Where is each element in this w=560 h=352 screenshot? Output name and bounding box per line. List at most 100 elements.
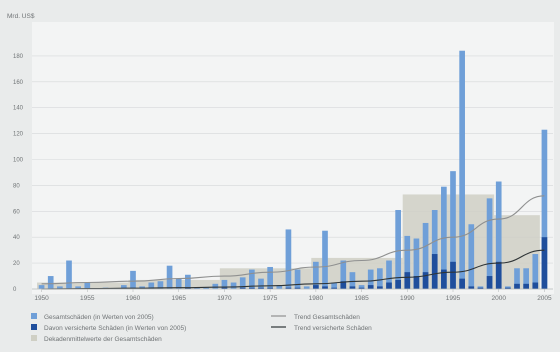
- bar-insured: [404, 272, 411, 289]
- bar-insured: [239, 287, 246, 289]
- bar-total: [148, 282, 155, 289]
- x-tick-label: 2000: [491, 295, 506, 302]
- x-tick-label: 1960: [126, 295, 141, 302]
- y-tick-label: 100: [13, 158, 24, 164]
- bar-insured: [514, 283, 520, 289]
- bar-insured: [267, 287, 273, 289]
- legend-swatch-decade: [31, 335, 37, 341]
- gridlines: [32, 55, 553, 290]
- bar-insured: [413, 276, 420, 289]
- bar-insured: [285, 287, 292, 289]
- bar-total: [203, 287, 209, 289]
- bar-insured: [185, 287, 191, 289]
- trend-lines: [41, 195, 545, 290]
- bar-insured: [541, 237, 548, 289]
- bar-insured: [459, 278, 465, 289]
- bar-total: [175, 278, 182, 289]
- legend-label-decade: Dekadenmittelwerte der Gesamtschäden: [44, 336, 162, 343]
- bar-insured: [386, 282, 392, 289]
- x-tick-label: 1980: [309, 295, 324, 302]
- bar-total: [523, 268, 529, 289]
- bar-total: [367, 269, 374, 289]
- legend-label-total: Gesamtschäden (in Werten von 2005): [44, 314, 154, 321]
- bar-total: [258, 278, 264, 289]
- x-tick-label: 1985: [354, 295, 369, 302]
- bar-total: [377, 268, 383, 289]
- bar-insured: [495, 261, 502, 289]
- bar-total: [267, 266, 273, 289]
- bar-total: [194, 287, 200, 289]
- bar-total: [47, 276, 54, 289]
- bar-total: [84, 282, 91, 289]
- bar-total: [157, 281, 164, 289]
- legend-label-trend-total: Trend Gesamtschäden: [294, 314, 360, 321]
- bar-insured: [441, 269, 447, 289]
- bar-total: [450, 171, 456, 289]
- bar-total: [358, 285, 365, 289]
- bar-total: [285, 229, 292, 289]
- bar-total: [532, 254, 539, 289]
- bar-total: [294, 269, 301, 289]
- bar-total: [276, 285, 283, 289]
- bar-total: [221, 279, 228, 289]
- bar-insured: [358, 287, 365, 289]
- bar-total: [239, 277, 246, 289]
- legend-label-trend-insured: Trend versicherte Schäden: [294, 325, 372, 332]
- legend-swatch-total: [31, 313, 37, 319]
- y-tick-label: 120: [13, 132, 24, 138]
- x-tick-label: 1990: [400, 295, 415, 302]
- y-tick-label: 60: [13, 209, 20, 215]
- x-tick-label: 1965: [171, 295, 186, 302]
- bar-total: [459, 50, 465, 289]
- x-axis: 1950 1955 1960 1965 1970 1975 1980 1985 1990 1995…: [32, 288, 553, 302]
- decade-average-area: [37, 282, 129, 289]
- x-tick-label: 1995: [446, 295, 461, 302]
- bar-total: [38, 285, 45, 289]
- bar-insured: [249, 287, 255, 289]
- x-tick-label: 2005: [537, 295, 552, 302]
- trend-line-total: [41, 195, 545, 285]
- legend-label-insured: Davon versicherte Schäden (in Werten von…: [44, 325, 186, 332]
- x-tick-label: 1970: [217, 295, 232, 302]
- bar-insured: [349, 286, 356, 289]
- bar-insured: [367, 285, 374, 289]
- bar-total: [75, 286, 81, 289]
- bar-insured: [258, 287, 264, 289]
- bar-insured: [331, 287, 337, 289]
- bar-total: [495, 181, 502, 289]
- bar-insured: [523, 283, 529, 289]
- bar-total: [303, 286, 310, 289]
- y-tick-label: 40: [13, 235, 20, 241]
- y-tick-label: 180: [13, 54, 24, 60]
- decade-average-area: [128, 279, 220, 289]
- bar-total: [212, 283, 219, 289]
- bar-total: [185, 274, 191, 289]
- bar-total: [514, 268, 520, 289]
- legend: Gesamtschäden (in Werten von 2005) Davon…: [31, 313, 372, 343]
- y-tick-label: 160: [13, 80, 24, 86]
- trend-line-insured: [41, 249, 545, 290]
- bar-insured: [422, 272, 429, 289]
- bar-total: [422, 222, 429, 289]
- bar-total: [331, 282, 337, 289]
- bar-total: [57, 286, 63, 289]
- y-axis: 0 20 40 60 80 100 120 140 160 180: [13, 54, 24, 293]
- y-axis-label: Mrd. US$: [7, 13, 35, 20]
- y-tick-label: 0: [13, 287, 17, 293]
- bar-total: [66, 260, 72, 289]
- bar-insured: [377, 286, 383, 289]
- bar-total: [230, 282, 237, 289]
- y-tick-label: 20: [13, 261, 20, 267]
- bar-insured: [221, 287, 228, 289]
- bar-total: [468, 224, 475, 289]
- bar-total: [322, 230, 328, 289]
- bar-total: [386, 260, 392, 289]
- bar-insured: [477, 287, 484, 289]
- bar-insured: [505, 287, 511, 289]
- bar-total: [431, 210, 438, 289]
- bar-total: [166, 265, 173, 289]
- bar-total: [249, 269, 255, 289]
- y-tick-label: 80: [13, 183, 20, 189]
